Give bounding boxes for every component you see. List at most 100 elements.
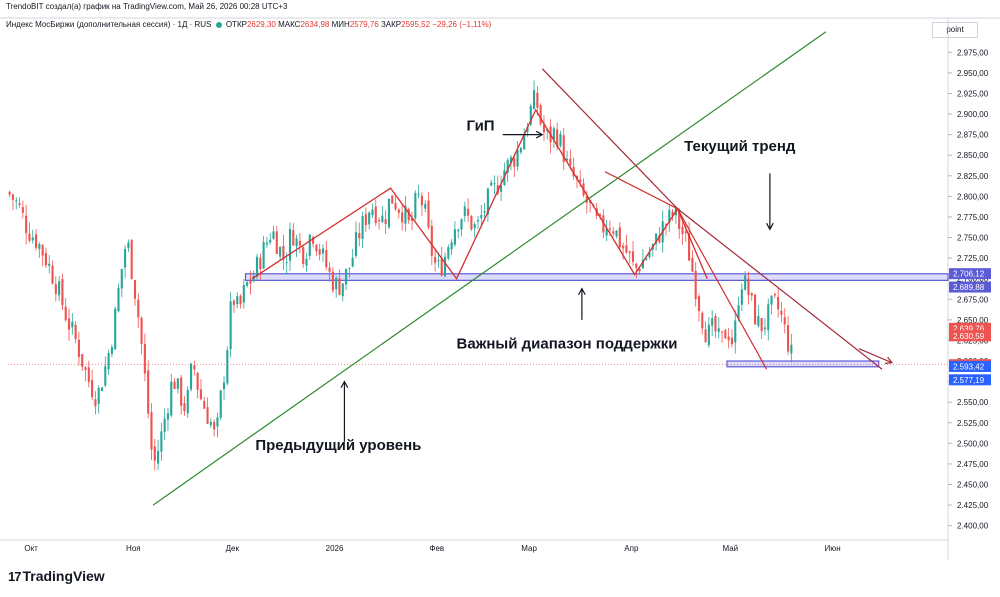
y-tick-label: 2.525,00 xyxy=(957,419,989,428)
instrument-info: Индекс МосБиржи (дополнительная сессия) … xyxy=(6,20,491,29)
candle-body xyxy=(615,230,618,237)
candle-body xyxy=(684,231,687,234)
candle-body xyxy=(94,399,97,407)
y-tick-label: 2.775,00 xyxy=(957,213,989,222)
candle-body xyxy=(166,413,170,420)
candle-body xyxy=(58,281,61,296)
candle-body xyxy=(552,128,555,140)
candle-body xyxy=(133,280,137,299)
candle-body xyxy=(671,211,674,216)
candle-body xyxy=(562,135,565,163)
price-label-badge xyxy=(949,281,991,293)
candle-body xyxy=(401,212,404,223)
candle-body xyxy=(252,275,255,282)
candle-body xyxy=(420,195,423,206)
annotation-arrow-head xyxy=(578,287,586,296)
candle-body xyxy=(397,209,400,213)
candle-body xyxy=(104,366,107,386)
candle-body xyxy=(318,249,321,255)
y-tick-label: 2.700,00 xyxy=(957,275,989,284)
candle-body xyxy=(203,400,206,409)
chart-annotation: Предыдущий уровень xyxy=(255,437,421,454)
candle-body xyxy=(476,219,480,222)
high-value: 2634,98 xyxy=(300,20,330,29)
candle-body xyxy=(315,244,318,252)
candle-body xyxy=(361,216,364,239)
candle-body xyxy=(272,231,275,239)
candle-body xyxy=(160,431,163,452)
candle-body xyxy=(176,378,179,389)
candle-body xyxy=(38,243,41,249)
candle-body xyxy=(628,251,631,253)
candle-body xyxy=(523,135,526,150)
candle-body xyxy=(348,267,351,269)
candle-body xyxy=(740,289,743,305)
annotation-arrow-head xyxy=(766,222,774,231)
candle-body xyxy=(691,257,694,272)
annotation-arrow-shaft xyxy=(858,348,893,364)
candle-body xyxy=(173,381,176,390)
candle-body xyxy=(249,279,252,284)
tradingview-logo: 17 TradingView xyxy=(8,568,105,584)
y-tick-label: 2.675,00 xyxy=(957,295,989,304)
candle-body xyxy=(542,124,546,133)
candle-body xyxy=(410,218,414,221)
candle-body xyxy=(460,219,463,230)
candle-body xyxy=(724,330,727,339)
y-tick-label: 2.975,00 xyxy=(957,48,989,57)
candle-body xyxy=(183,403,186,412)
candle-body xyxy=(493,183,496,185)
candle-body xyxy=(345,269,348,285)
candle-body xyxy=(668,209,671,223)
candle-body xyxy=(364,214,367,226)
candle-body xyxy=(368,212,371,225)
candle-body xyxy=(54,284,57,294)
instrument-name[interactable]: Индекс МосБиржи (дополнительная сессия) … xyxy=(6,20,212,29)
price-label-text: 2.630,59 xyxy=(953,332,985,341)
candle-body xyxy=(275,231,278,255)
candle-body xyxy=(565,158,569,161)
candle-body xyxy=(25,215,28,234)
chart-annotation: Важный диапазон поддержки xyxy=(457,336,678,353)
candle-body xyxy=(760,318,763,332)
x-tick-label: Фев xyxy=(429,544,444,553)
candle-body xyxy=(387,198,391,228)
candle-body xyxy=(213,421,216,430)
y-tick-label: 2.475,00 xyxy=(957,460,989,469)
candle-body xyxy=(153,446,156,461)
candle-body xyxy=(467,208,470,216)
candle-body xyxy=(536,92,539,108)
candle-body xyxy=(569,158,572,165)
candle-body xyxy=(34,234,38,248)
candle-body xyxy=(137,299,140,318)
candle-body xyxy=(31,237,34,241)
candle-body xyxy=(605,228,608,236)
price-unit-label[interactable]: point xyxy=(932,22,978,38)
candle-body xyxy=(529,106,532,125)
current-trend-line-lower xyxy=(604,171,768,370)
candle-body xyxy=(470,215,473,230)
candle-body xyxy=(351,257,354,267)
tradingview-logo-text: TradingView xyxy=(22,568,105,584)
candle-body xyxy=(18,203,21,205)
candle-body xyxy=(516,149,519,167)
candle-body xyxy=(321,248,325,254)
candle-body xyxy=(559,133,562,146)
candle-body xyxy=(417,194,420,196)
candle-body xyxy=(196,372,199,390)
candle-body xyxy=(239,295,242,305)
low-label: МИН xyxy=(331,20,350,29)
candle-body xyxy=(638,268,641,272)
candle-body xyxy=(41,244,44,256)
candle-body xyxy=(97,387,100,404)
candle-body xyxy=(147,370,150,414)
y-tick-label: 2.450,00 xyxy=(957,480,989,489)
candle-body xyxy=(206,407,209,424)
price-label-badge xyxy=(949,268,991,280)
candle-body xyxy=(424,203,427,209)
close-value: 2595,52 xyxy=(401,20,431,29)
price-label-text: 2.593,42 xyxy=(953,362,985,371)
x-tick-label: Апр xyxy=(624,544,639,553)
price-label-badge xyxy=(949,360,991,372)
